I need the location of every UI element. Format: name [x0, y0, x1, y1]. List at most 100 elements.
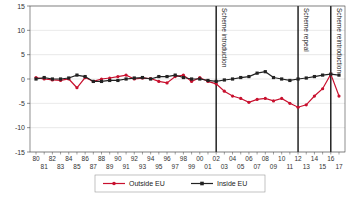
x-tick-label: 11 [286, 163, 293, 170]
marker [92, 80, 95, 83]
y-tick [27, 30, 30, 31]
y-tick [27, 79, 30, 80]
x-tick-label: 12 [294, 155, 302, 162]
x-tick-label: 09 [270, 163, 278, 170]
x-tick [306, 152, 307, 155]
x-tick [191, 152, 192, 155]
marker [231, 77, 234, 80]
x-tick [289, 152, 290, 155]
legend [95, 175, 265, 192]
marker [198, 77, 201, 80]
annotation-text: Scheme introduction [221, 8, 228, 68]
y-tick [27, 6, 30, 7]
x-tick [207, 152, 208, 155]
marker [141, 76, 144, 79]
x-tick-label: 02 [213, 155, 221, 162]
marker [174, 74, 177, 77]
marker [264, 97, 267, 100]
marker [305, 76, 308, 79]
x-tick-label: 95 [155, 163, 163, 170]
series-line [36, 72, 339, 82]
marker [288, 79, 291, 82]
marker [157, 80, 160, 83]
x-tick-label: 92 [131, 155, 139, 162]
legend-label: Outside EU [129, 180, 165, 187]
x-tick-label: 90 [114, 155, 122, 162]
marker [313, 75, 316, 78]
x-tick-label: 89 [106, 163, 114, 170]
legend-label: Inside EU [217, 180, 247, 187]
marker [67, 77, 70, 80]
x-tick-label: 17 [335, 163, 343, 170]
marker [190, 77, 193, 80]
marker [133, 77, 136, 80]
y-tick [27, 103, 30, 104]
marker [313, 94, 316, 97]
y-tick [27, 127, 30, 128]
marker [247, 101, 250, 104]
annotation-line [297, 6, 298, 152]
marker [165, 81, 168, 84]
x-tick-label: 93 [139, 163, 147, 170]
x-tick [44, 152, 45, 155]
x-tick-label: 04 [229, 155, 237, 162]
x-tick-label: 85 [73, 163, 81, 170]
legend-marker [112, 182, 116, 186]
x-tick [257, 152, 258, 155]
x-tick-label: 05 [237, 163, 245, 170]
marker [239, 76, 242, 79]
x-tick-label: 87 [90, 163, 98, 170]
marker [149, 77, 152, 80]
x-tick [126, 152, 127, 155]
annotation-line [216, 6, 217, 152]
marker [59, 77, 62, 80]
x-tick [273, 152, 274, 155]
x-tick-label: 01 [204, 163, 212, 170]
marker [272, 76, 275, 79]
x-tick-label: 94 [147, 155, 155, 162]
marker [157, 75, 160, 78]
legend-marker [200, 182, 204, 186]
annotation-text: Scheme repeal [302, 8, 310, 52]
plot-background [30, 6, 345, 152]
x-tick [240, 152, 241, 155]
x-tick-label: 82 [49, 155, 57, 162]
x-tick-label: 03 [221, 163, 229, 170]
marker [329, 73, 332, 76]
x-tick-label: 99 [188, 163, 196, 170]
marker [337, 74, 340, 77]
annotation-text: Scheme reintroduction [336, 8, 343, 73]
marker [206, 80, 209, 83]
x-tick-label: 88 [98, 155, 106, 162]
plot-marks [34, 6, 340, 152]
x-tick-label: 80 [32, 155, 40, 162]
x-tick [142, 152, 143, 155]
marker [34, 77, 37, 80]
marker [280, 77, 283, 80]
y-tick-label: -5 [19, 100, 25, 107]
marker [51, 78, 54, 81]
y-tick-label: 15 [17, 3, 25, 10]
x-tick-label: 06 [245, 155, 253, 162]
series-line [36, 74, 339, 107]
x-tick-label: 84 [65, 155, 73, 162]
x-tick-label: 13 [303, 163, 311, 170]
marker [280, 97, 283, 100]
marker [288, 102, 291, 105]
marker [149, 77, 152, 80]
marker [165, 75, 168, 78]
marker [67, 76, 70, 79]
marker [84, 76, 87, 79]
marker [141, 76, 144, 79]
marker [124, 74, 127, 77]
marker [264, 70, 267, 73]
marker [296, 106, 299, 109]
marker [329, 73, 332, 76]
y-tick-label: 5 [21, 51, 25, 58]
marker [215, 80, 218, 83]
x-tick-label: 08 [262, 155, 270, 162]
x-tick-label: 14 [311, 155, 319, 162]
marker [206, 79, 209, 82]
x-tick-label: 00 [196, 155, 204, 162]
marker [256, 72, 259, 75]
